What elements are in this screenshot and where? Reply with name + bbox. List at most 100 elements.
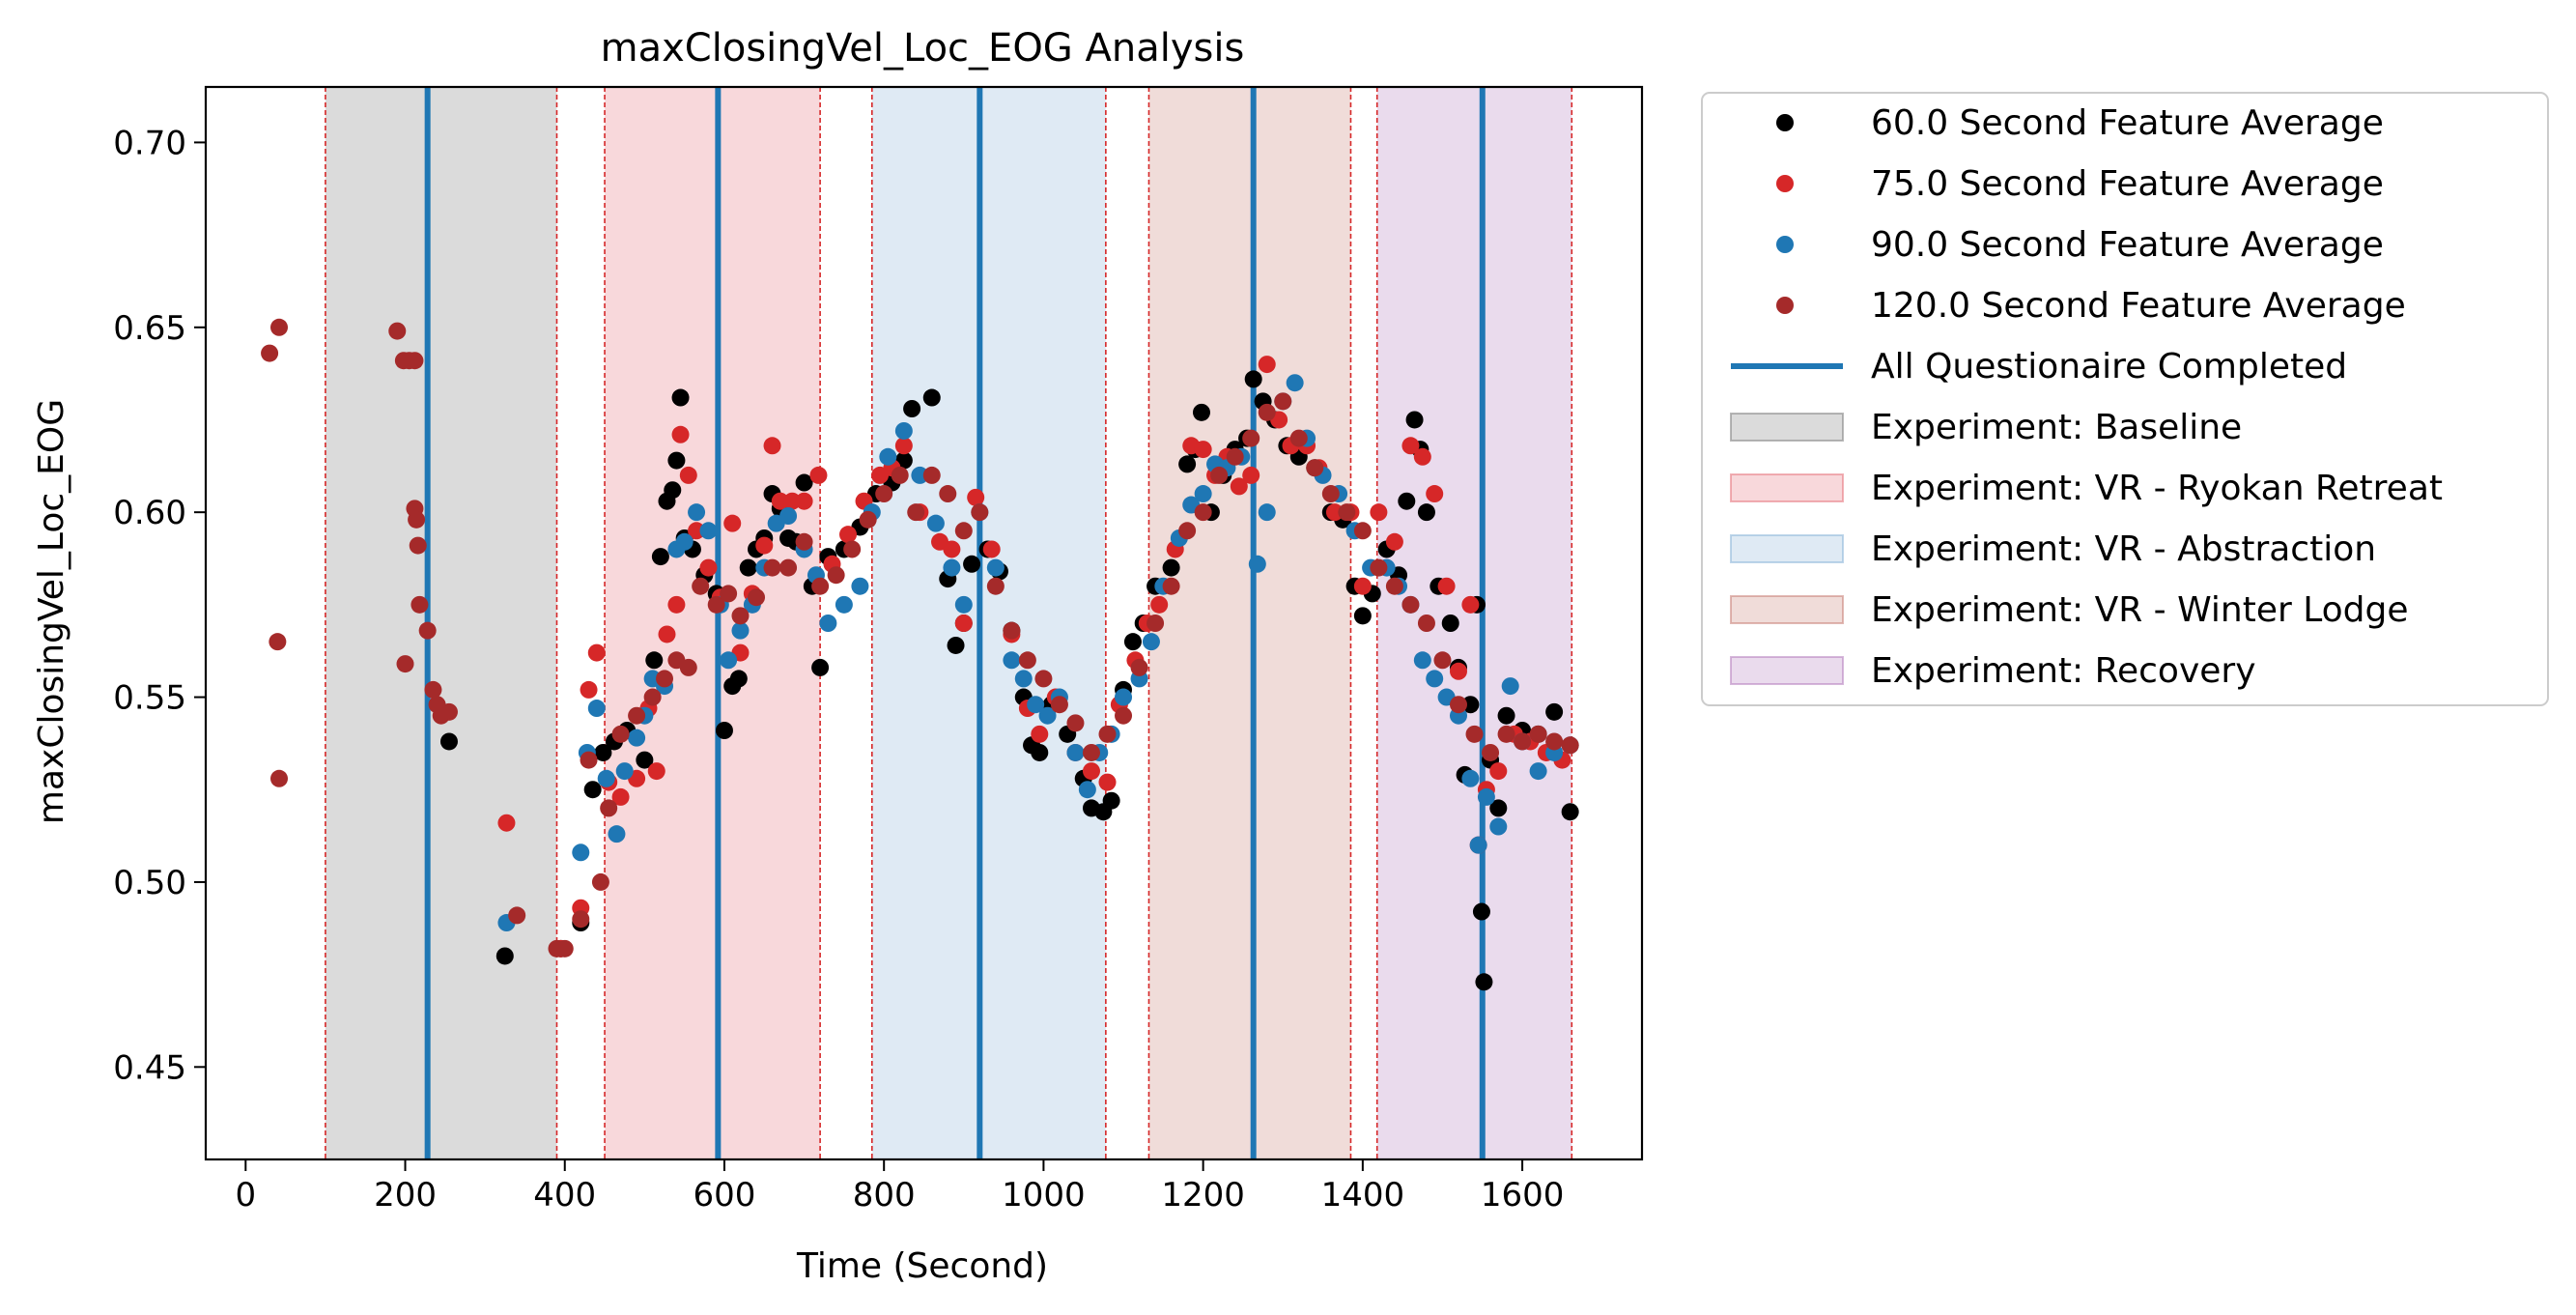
data-point	[1258, 503, 1276, 522]
legend-label: Experiment: VR - Abstraction	[1871, 529, 2376, 569]
legend: 60.0 Second Feature Average 75.0 Second F…	[1701, 92, 2549, 706]
data-point	[755, 536, 774, 555]
data-point	[1385, 532, 1403, 551]
data-point	[911, 466, 929, 484]
data-point	[1489, 817, 1508, 836]
data-point	[439, 732, 458, 751]
x-tick-label: 800	[853, 1176, 916, 1215]
data-point	[947, 636, 965, 654]
y-tick-label: 0.65	[113, 309, 186, 348]
data-point	[859, 510, 877, 529]
data-point	[671, 388, 690, 407]
data-point	[1561, 803, 1579, 821]
data-point	[943, 540, 961, 558]
data-point	[388, 322, 407, 340]
data-point	[851, 577, 869, 595]
data-point	[1146, 615, 1165, 632]
data-point	[1401, 595, 1420, 614]
legend-label: 120.0 Second Feature Average	[1871, 286, 2406, 326]
data-point	[779, 558, 798, 577]
data-point	[1306, 459, 1324, 477]
data-point	[615, 762, 634, 781]
region-band	[605, 87, 821, 1159]
data-point	[1385, 577, 1403, 595]
data-point	[707, 595, 725, 614]
data-point	[1514, 732, 1532, 751]
data-point	[1417, 615, 1435, 632]
data-point	[600, 799, 618, 817]
legend-patch	[1730, 595, 1844, 624]
data-point	[1461, 696, 1480, 714]
data-point	[594, 743, 612, 761]
data-point	[651, 548, 669, 566]
y-axis-label: maxClosingVel_Loc_EOG	[32, 399, 71, 824]
data-point	[783, 492, 802, 510]
y-tick-label: 0.70	[113, 124, 186, 162]
data-point	[763, 558, 781, 577]
data-point	[1066, 743, 1085, 761]
data-point	[835, 595, 853, 614]
legend-marker	[1776, 114, 1794, 131]
data-point	[1078, 781, 1096, 799]
data-point	[688, 522, 706, 540]
data-point	[771, 492, 789, 510]
data-point	[819, 615, 837, 632]
data-point	[699, 522, 718, 540]
series-4	[261, 318, 1579, 958]
data-point	[1461, 769, 1480, 787]
data-point	[1226, 447, 1244, 466]
data-point	[1477, 787, 1495, 806]
data-point	[608, 825, 626, 843]
legend-label: Experiment: VR - Winter Lodge	[1871, 590, 2409, 630]
data-point	[418, 621, 437, 640]
data-point	[699, 558, 718, 577]
data-point	[270, 318, 289, 336]
data-point	[1230, 477, 1248, 496]
data-point	[1162, 577, 1180, 595]
data-point	[907, 503, 925, 522]
data-point	[1482, 743, 1500, 761]
legend-patch	[1730, 413, 1844, 442]
data-point	[1102, 791, 1120, 810]
x-tick-label: 1600	[1481, 1176, 1565, 1215]
data-point	[269, 633, 287, 651]
data-point	[597, 769, 615, 787]
data-point	[1082, 743, 1100, 761]
data-point	[1248, 555, 1266, 573]
data-point	[986, 558, 1005, 577]
data-point	[1321, 485, 1340, 503]
data-point	[795, 532, 813, 551]
data-point	[1338, 503, 1356, 522]
x-tick-label: 400	[533, 1176, 596, 1215]
data-point	[692, 577, 710, 595]
data-point	[1194, 441, 1212, 459]
data-point	[795, 492, 813, 510]
data-point	[1441, 615, 1459, 632]
data-point	[839, 526, 858, 544]
data-point	[903, 400, 921, 417]
y-tick-label: 0.60	[113, 494, 186, 532]
data-point	[1192, 403, 1210, 421]
data-point	[1497, 725, 1515, 743]
scatter-points	[261, 318, 1579, 991]
data-point	[667, 451, 686, 470]
data-point	[261, 344, 279, 362]
data-point	[715, 722, 733, 739]
data-point	[1469, 836, 1487, 854]
data-point	[1034, 670, 1053, 688]
data-point	[954, 595, 973, 614]
data-point	[671, 425, 690, 443]
data-point	[1003, 621, 1021, 640]
data-point	[1475, 973, 1493, 991]
data-point	[763, 437, 781, 455]
data-point	[1501, 677, 1519, 696]
data-point	[667, 595, 686, 614]
data-point	[1123, 633, 1142, 651]
legend-label: 75.0 Second Feature Average	[1871, 164, 2384, 204]
data-point	[1449, 662, 1467, 680]
data-point	[1497, 706, 1515, 725]
data-point	[729, 670, 748, 688]
data-point	[647, 762, 665, 781]
data-point	[731, 621, 750, 640]
